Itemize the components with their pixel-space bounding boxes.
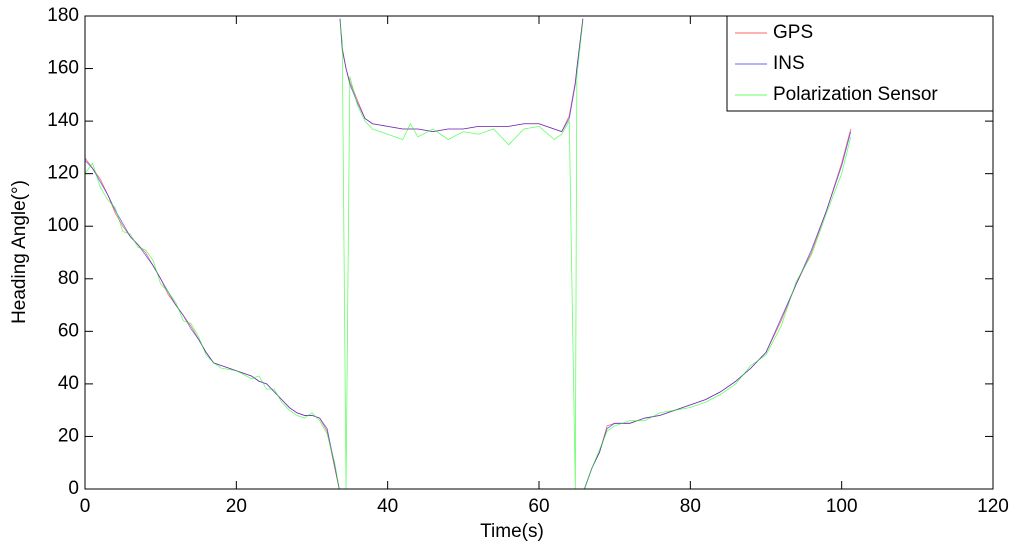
legend-label: INS [773,53,805,74]
y-tick-label: 160 [47,58,79,79]
y-axis-label: Heading Angle(°) [9,180,30,324]
x-tick-label: 0 [80,496,91,517]
legend-label: Polarization Sensor [773,84,938,105]
y-tick-label: 0 [68,478,79,499]
x-axis-label: Time(s) [480,521,544,542]
y-tick-label: 140 [47,110,79,131]
y-tick-label: 40 [58,373,79,394]
x-tick-label: 120 [977,496,1009,517]
y-tick-label: 100 [47,215,79,236]
legend-label: GPS [773,22,813,43]
plot-frame [84,15,994,490]
x-tick-label: 20 [226,496,247,517]
y-tick-label: 120 [47,163,79,184]
legend: GPS INS Polarization Sensor [726,15,994,112]
x-tick-label: 60 [528,496,549,517]
x-tick-label: 100 [826,496,858,517]
x-tick-label: 80 [680,496,701,517]
legend-box [726,15,994,112]
y-tick-label: 60 [58,320,79,341]
x-tick-label: 40 [377,496,398,517]
data-line [84,21,852,490]
y-tick-label: 80 [58,268,79,289]
y-tick-label: 20 [58,425,79,446]
data-line [84,18,852,490]
y-tick-label: 180 [47,5,79,26]
